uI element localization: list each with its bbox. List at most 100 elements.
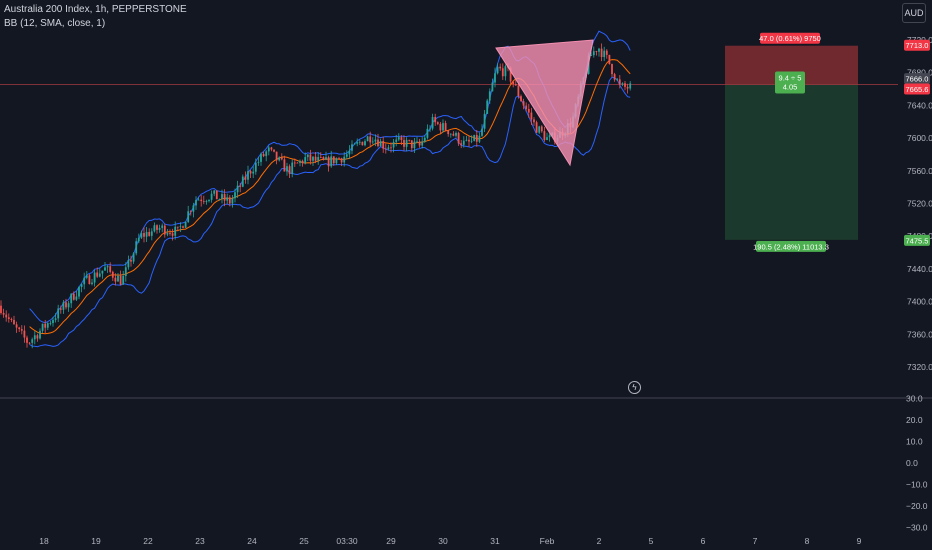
candle[interactable] [611, 63, 613, 78]
candle[interactable] [434, 113, 437, 126]
candle[interactable] [88, 273, 91, 285]
candle[interactable] [379, 138, 382, 147]
candle[interactable] [447, 130, 450, 137]
candle[interactable] [228, 195, 231, 207]
candle[interactable] [218, 198, 221, 201]
candle[interactable] [267, 145, 270, 156]
candle[interactable] [325, 151, 327, 161]
candle[interactable] [213, 190, 216, 197]
candle[interactable] [390, 142, 392, 153]
candle[interactable] [475, 130, 478, 147]
candle[interactable] [197, 197, 200, 201]
candle[interactable] [616, 77, 619, 82]
candle[interactable] [538, 125, 541, 135]
candle[interactable] [449, 133, 452, 138]
candle[interactable] [382, 136, 385, 153]
candle[interactable] [361, 141, 364, 146]
candle[interactable] [517, 81, 520, 99]
candle[interactable] [72, 291, 75, 301]
candle[interactable] [426, 124, 429, 140]
candle[interactable] [262, 151, 265, 158]
candle[interactable] [408, 139, 411, 142]
candle[interactable] [280, 153, 283, 161]
candle[interactable] [291, 159, 294, 178]
candle[interactable] [28, 341, 31, 345]
candle[interactable] [239, 182, 242, 193]
candle[interactable] [161, 223, 164, 233]
time-axis[interactable]: 18 19 22 23 24 25 03:30 29 30 31 Feb 2 5 6 7 8 9 [39, 536, 861, 546]
candle[interactable] [392, 139, 395, 153]
candle[interactable] [520, 94, 522, 102]
candle[interactable] [122, 270, 125, 285]
triangle-drawing[interactable] [495, 39, 594, 167]
candle[interactable] [366, 135, 369, 142]
candle[interactable] [301, 159, 304, 167]
candle[interactable] [52, 316, 54, 327]
candle[interactable] [403, 135, 405, 151]
candle[interactable] [249, 169, 252, 179]
candle[interactable] [75, 290, 78, 301]
candle[interactable] [384, 143, 387, 154]
candle[interactable] [322, 156, 325, 161]
candle[interactable] [613, 72, 616, 82]
candle[interactable] [470, 135, 473, 144]
candle[interactable] [195, 196, 197, 210]
candle[interactable] [595, 50, 598, 56]
candle[interactable] [486, 98, 489, 115]
candle[interactable] [288, 164, 291, 178]
candle[interactable] [400, 135, 403, 145]
symbol-legend[interactable]: Australia 200 Index, 1h, PEPPERSTONE [4, 4, 187, 15]
candle[interactable] [140, 230, 143, 239]
candle[interactable] [104, 262, 106, 271]
candle[interactable] [397, 133, 400, 142]
candle[interactable] [457, 131, 460, 146]
candle[interactable] [340, 157, 343, 167]
candle[interactable] [494, 67, 496, 88]
candle[interactable] [278, 156, 281, 162]
candle[interactable] [293, 158, 296, 167]
candle[interactable] [483, 109, 486, 133]
candle[interactable] [629, 81, 632, 91]
candle[interactable] [273, 149, 275, 153]
candle[interactable] [377, 133, 379, 148]
risk-reward-label[interactable]: 9.4 ÷ 54.05 [775, 71, 805, 94]
position-zones[interactable] [725, 45, 858, 240]
candle[interactable] [442, 119, 444, 133]
position-labels[interactable]: 47.0 (0.61%) 9750 190.5 (2.48%) 11013.3 9.… [753, 32, 930, 252]
candle[interactable] [91, 279, 93, 286]
candle[interactable] [96, 267, 99, 279]
candle[interactable] [353, 142, 356, 145]
candle[interactable] [358, 139, 361, 146]
candle[interactable] [62, 300, 65, 314]
candle[interactable] [418, 138, 421, 148]
candle[interactable] [117, 272, 119, 282]
candle[interactable] [226, 193, 229, 204]
candle[interactable] [299, 159, 301, 167]
candle[interactable] [478, 132, 481, 144]
stop-label[interactable]: 47.0 (0.61%) 9750 [759, 32, 821, 44]
candle[interactable] [592, 46, 595, 58]
candle[interactable] [184, 221, 187, 228]
candle[interactable] [148, 228, 151, 237]
candle[interactable] [522, 98, 525, 110]
candle[interactable] [132, 252, 135, 264]
candle[interactable] [200, 195, 203, 207]
candle[interactable] [111, 270, 114, 281]
candle[interactable] [67, 300, 70, 312]
candle[interactable] [80, 283, 83, 293]
candle[interactable] [15, 321, 18, 333]
candle[interactable] [327, 155, 330, 172]
candle[interactable] [413, 137, 416, 153]
candle[interactable] [356, 138, 359, 147]
candle[interactable] [364, 139, 366, 147]
candle[interactable] [543, 126, 546, 142]
candle[interactable] [163, 223, 166, 238]
candle[interactable] [468, 135, 470, 147]
candle[interactable] [59, 305, 62, 314]
candle[interactable] [626, 83, 629, 94]
candle[interactable] [223, 189, 226, 207]
candle[interactable] [252, 166, 255, 179]
candle[interactable] [182, 225, 184, 229]
last-price-tag[interactable]: 7665.6 [904, 83, 930, 95]
